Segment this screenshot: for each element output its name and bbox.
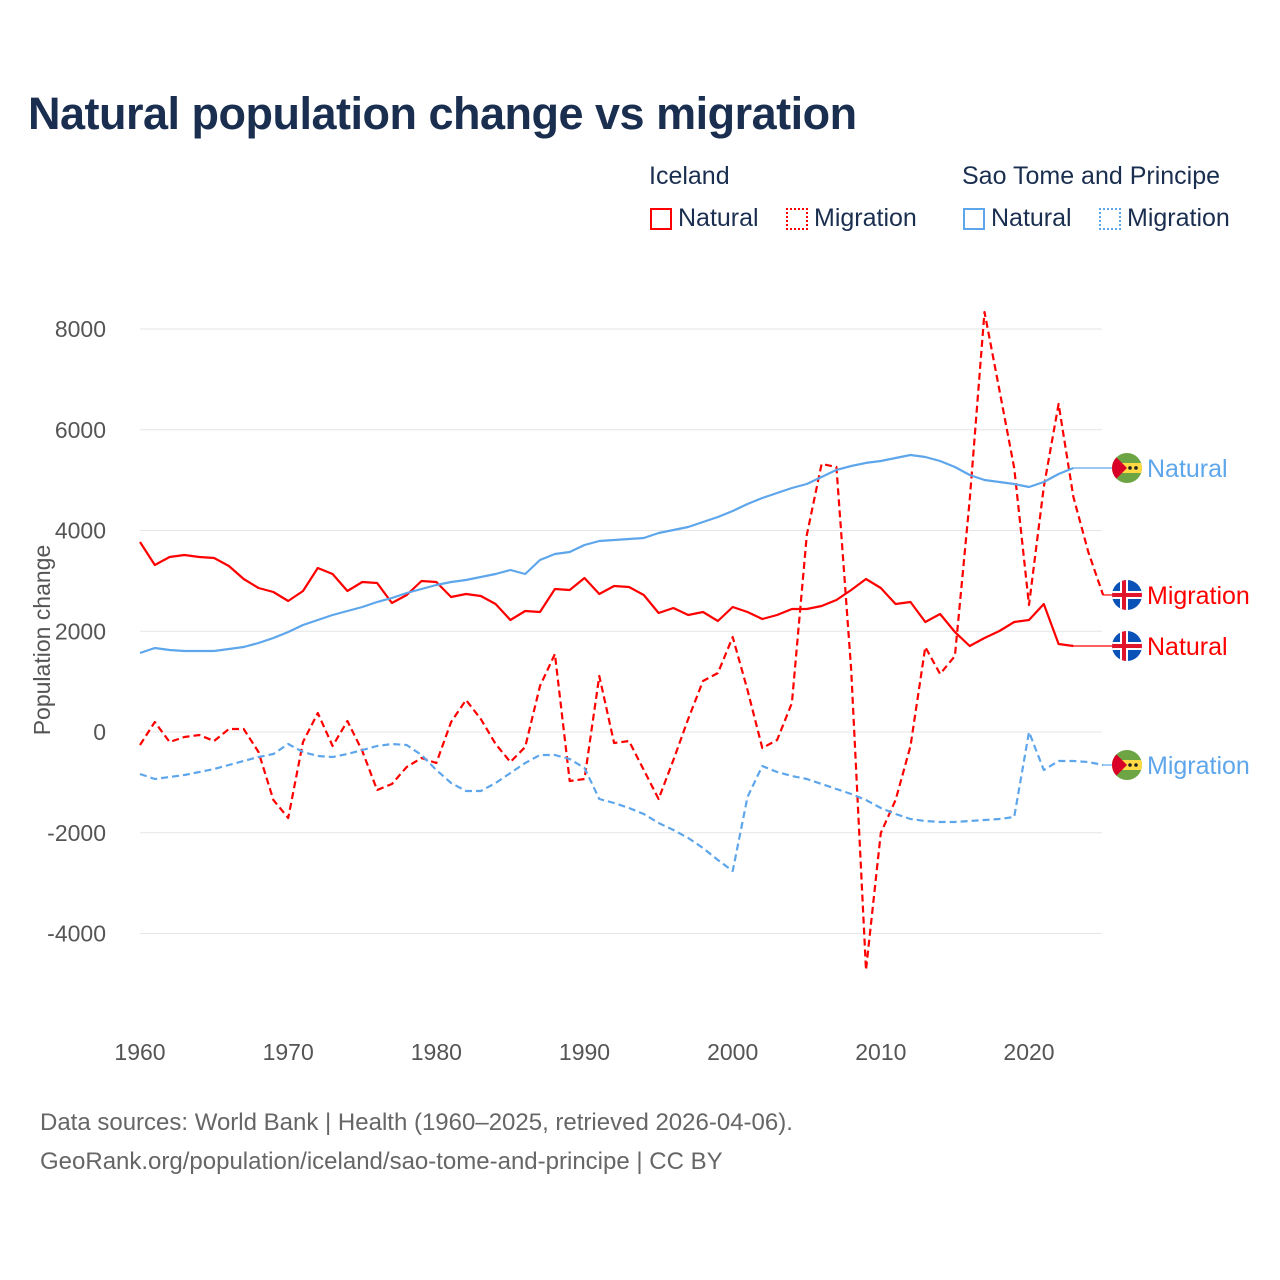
legend-label: Migration (1127, 204, 1230, 232)
iceland-flag-icon (1112, 631, 1142, 661)
series-line-iceland-natural (139, 541, 1074, 648)
x-tick-label: 2020 (1003, 1039, 1054, 1065)
y-tick-label: 4000 (55, 518, 106, 544)
legend-iceland-migration[interactable]: Migration (786, 204, 917, 233)
end-label-iceland-natural: Natural (1147, 633, 1228, 661)
legend-swatch-solid (963, 207, 985, 230)
x-tick-label: 1990 (559, 1039, 610, 1065)
y-tick-label: 0 (93, 719, 106, 745)
legend-label: Natural (678, 204, 759, 232)
footer-sources: Data sources: World Bank | Health (1960–… (40, 1109, 793, 1136)
end-label-stp-migration: Migration (1147, 752, 1250, 780)
series-line-stp-migration (139, 730, 1104, 873)
y-axis-label: Population change (29, 545, 55, 736)
x-tick-label: 2000 (707, 1039, 758, 1065)
legend-label: Natural (991, 204, 1072, 232)
legend-group-iceland: Iceland (649, 162, 730, 190)
y-tick-label: 8000 (55, 316, 106, 342)
sao-tome-flag-icon (1112, 750, 1142, 780)
y-tick-label: 2000 (55, 618, 106, 644)
legend-swatch-solid (650, 207, 672, 230)
legend-swatch-dotted (786, 207, 808, 230)
legend-swatch-dotted (1099, 207, 1121, 230)
x-tick-label: 1980 (411, 1039, 462, 1065)
series-line-stp-natural (139, 453, 1074, 655)
chart-title: Natural population change vs migration (28, 88, 857, 139)
y-tick-label: 6000 (55, 417, 106, 443)
x-tick-label: 2010 (855, 1039, 906, 1065)
legend-label: Migration (814, 204, 917, 232)
footer-url[interactable]: GeoRank.org/population/iceland/sao-tome-… (40, 1148, 723, 1175)
x-tick-label: 1960 (114, 1039, 165, 1065)
legend-stp-migration[interactable]: Migration (1099, 204, 1230, 233)
sao-tome-flag-icon (1112, 453, 1142, 483)
legend-stp-natural[interactable]: Natural (963, 204, 1072, 233)
x-tick-label: 1970 (263, 1039, 314, 1065)
series-line-iceland-migration (139, 310, 1105, 972)
end-label-iceland-migration: Migration (1147, 582, 1250, 610)
end-label-stp-natural: Natural (1147, 455, 1228, 483)
legend-group-stp: Sao Tome and Principe (962, 162, 1221, 190)
y-tick-label: -4000 (47, 921, 106, 947)
y-tick-label: -2000 (47, 820, 106, 846)
legend-iceland-natural[interactable]: Natural (650, 204, 759, 233)
iceland-flag-icon (1112, 580, 1142, 610)
